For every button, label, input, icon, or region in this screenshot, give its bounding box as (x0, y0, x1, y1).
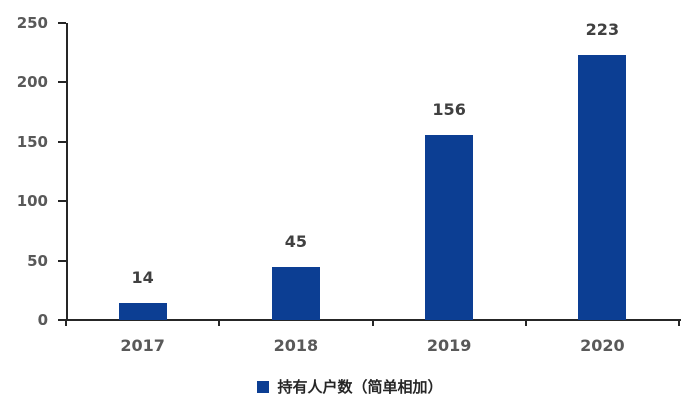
y-axis-tick-label: 200 (16, 73, 48, 92)
bar (578, 55, 627, 320)
y-axis-tick (58, 200, 66, 203)
bar (425, 134, 474, 320)
y-axis-tick (58, 22, 66, 24)
bar-value-label: 223 (585, 20, 620, 40)
y-axis-tick (58, 319, 66, 321)
legend-marker (257, 380, 270, 393)
bar (271, 266, 320, 320)
bar-value-label: 156 (432, 99, 466, 119)
x-axis-tick (218, 319, 221, 326)
x-axis-category-label: 2020 (580, 336, 625, 355)
bar-value-label: 14 (131, 268, 154, 288)
y-axis-tick (58, 259, 66, 262)
y-axis-tick-label: 0 (37, 311, 48, 329)
x-axis-category-label: 2017 (120, 336, 165, 355)
x-axis-category-label: 2018 (273, 336, 319, 355)
y-axis-tick (58, 81, 66, 84)
y-axis-tick-label: 250 (16, 14, 48, 32)
bar (118, 303, 167, 320)
legend-label: 持有人户数（简单相加） (277, 378, 443, 396)
y-axis-line (66, 23, 68, 320)
x-axis-tick (524, 319, 527, 326)
x-axis-tick (678, 319, 680, 326)
y-axis-tick-label: 100 (16, 192, 48, 211)
x-axis-category-label: 2019 (426, 336, 472, 355)
x-axis-line (66, 319, 681, 321)
bar-value-label: 45 (284, 231, 307, 251)
legend: 持有人户数（简单相加） (0, 376, 700, 397)
x-axis-tick (65, 319, 67, 326)
x-axis-tick (371, 319, 374, 326)
y-axis-tick (58, 140, 66, 143)
y-axis-tick-label: 50 (27, 251, 48, 270)
y-axis-tick-label: 150 (16, 132, 48, 151)
